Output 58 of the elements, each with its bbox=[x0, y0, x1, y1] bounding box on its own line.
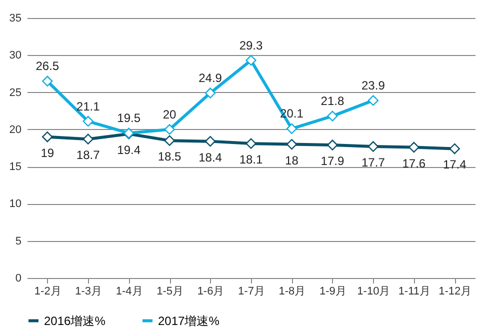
data-label: 21.1 bbox=[76, 99, 100, 114]
x-tick-label: 1-4月 bbox=[116, 286, 143, 298]
x-tick-label: 1-12月 bbox=[438, 286, 472, 298]
data-label: 18.4 bbox=[198, 150, 222, 164]
point bbox=[42, 76, 53, 86]
point bbox=[164, 135, 175, 146]
x-tick-label: 1-3月 bbox=[75, 286, 102, 298]
x-tick-label: 1-2月 bbox=[34, 286, 62, 298]
data-label: 18.7 bbox=[76, 148, 100, 162]
y-tick-label: 10 bbox=[9, 198, 22, 210]
point bbox=[449, 143, 460, 154]
point bbox=[327, 140, 338, 150]
data-label: 24.9 bbox=[198, 71, 222, 86]
y-tick-label: 25 bbox=[9, 86, 22, 99]
point bbox=[286, 138, 298, 150]
y-tick-label: 20 bbox=[9, 124, 22, 136]
x-tick-label: 1-6月 bbox=[197, 286, 224, 298]
y-tick-label: 15 bbox=[9, 161, 22, 174]
data-label: 18.1 bbox=[239, 152, 263, 167]
data-label: 20 bbox=[162, 107, 177, 122]
point bbox=[368, 141, 379, 152]
x-tick-label: 1-9月 bbox=[320, 286, 346, 298]
data-label: 19.5 bbox=[117, 111, 141, 126]
data-label: 26.5 bbox=[36, 59, 60, 74]
y-tick-label: 5 bbox=[15, 235, 22, 248]
data-label: 29.3 bbox=[239, 38, 263, 52]
y-tick-label: 0 bbox=[15, 272, 22, 284]
data-label: 17.9 bbox=[320, 154, 344, 168]
point bbox=[368, 95, 379, 106]
point bbox=[42, 132, 53, 142]
data-label: 19.4 bbox=[117, 142, 141, 157]
data-label: 21.8 bbox=[320, 94, 344, 108]
x-tick-label: 1-7月 bbox=[238, 286, 265, 298]
point bbox=[286, 123, 298, 134]
point bbox=[164, 124, 175, 135]
x-tick-label: 1-10月 bbox=[357, 286, 390, 298]
x-tick-label: 1-11月 bbox=[398, 286, 431, 298]
point bbox=[246, 138, 256, 149]
x-tick-label: 1-5月 bbox=[156, 286, 184, 298]
legend-label: 2017增速% bbox=[158, 314, 220, 328]
point bbox=[246, 55, 256, 66]
point bbox=[327, 110, 338, 122]
data-label: 17.7 bbox=[362, 156, 386, 170]
point bbox=[82, 116, 94, 127]
point bbox=[408, 142, 420, 153]
data-label: 23.9 bbox=[362, 78, 386, 92]
y-tick-label: 35 bbox=[9, 12, 22, 24]
x-tick-label: 1-8月 bbox=[278, 286, 306, 298]
point bbox=[204, 88, 216, 98]
data-label: 17.4 bbox=[442, 158, 467, 172]
data-label: 18 bbox=[285, 153, 299, 168]
data-label: 17.6 bbox=[402, 156, 426, 170]
point bbox=[204, 136, 216, 147]
y-tick-label: 30 bbox=[9, 50, 22, 62]
legend-label: 2016增速% bbox=[44, 314, 106, 328]
point bbox=[82, 134, 94, 144]
data-label: 18.5 bbox=[158, 150, 182, 164]
data-label: 19 bbox=[40, 146, 54, 160]
